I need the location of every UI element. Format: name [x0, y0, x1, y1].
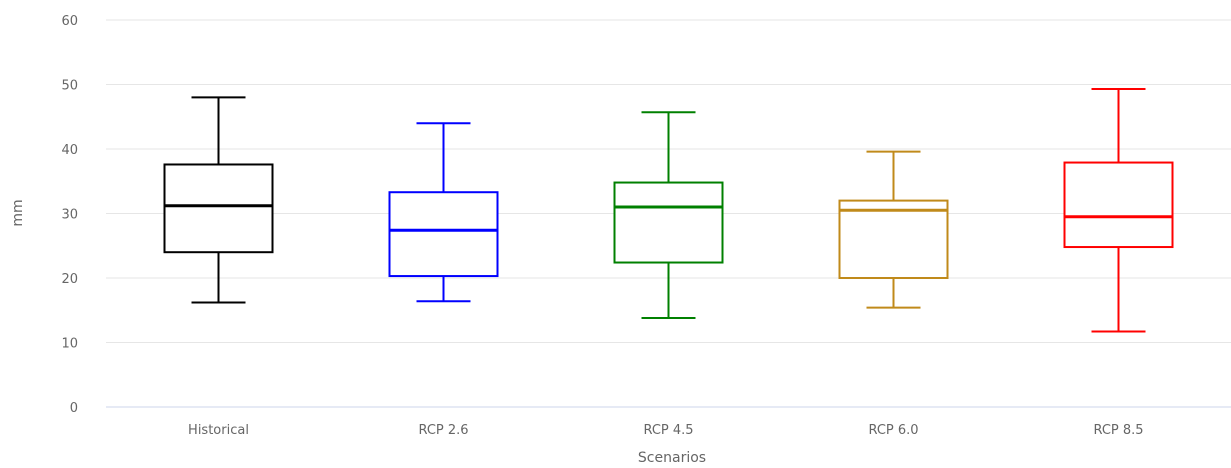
- y-tick-label: 30: [61, 208, 78, 223]
- x-tick-label: RCP 4.5: [643, 423, 693, 438]
- box-2: [388, 122, 499, 303]
- iqr-box: [163, 163, 274, 254]
- y-axis-ticks: 0 10 20 30 40 50 60: [61, 14, 78, 416]
- y-tick-label: 50: [61, 79, 78, 94]
- box-3: [613, 111, 724, 319]
- x-tick-label: RCP 6.0: [868, 423, 918, 438]
- x-axis-ticks: Historical RCP 2.6 RCP 4.5 RCP 6.0 RCP 8.5: [188, 423, 1144, 438]
- y-tick-label: 40: [61, 143, 78, 158]
- y-tick-label: 0: [70, 401, 78, 416]
- box-5: [1063, 88, 1174, 333]
- iqr-box: [388, 191, 499, 278]
- iqr-box: [613, 181, 724, 264]
- y-tick-label: 10: [61, 337, 78, 352]
- x-tick-label: Historical: [188, 423, 249, 438]
- box-1: [163, 96, 274, 304]
- x-tick-label: RCP 2.6: [418, 423, 468, 438]
- y-axis-title: mm: [10, 199, 26, 226]
- iqr-box: [1063, 161, 1174, 249]
- x-tick-label: RCP 8.5: [1093, 423, 1143, 438]
- iqr-box: [838, 199, 949, 280]
- y-tick-label: 20: [61, 272, 78, 287]
- x-axis-title: Scenarios: [638, 450, 706, 466]
- box-4: [838, 150, 949, 309]
- y-tick-label: 60: [61, 14, 78, 29]
- boxes-layer: [163, 88, 1174, 333]
